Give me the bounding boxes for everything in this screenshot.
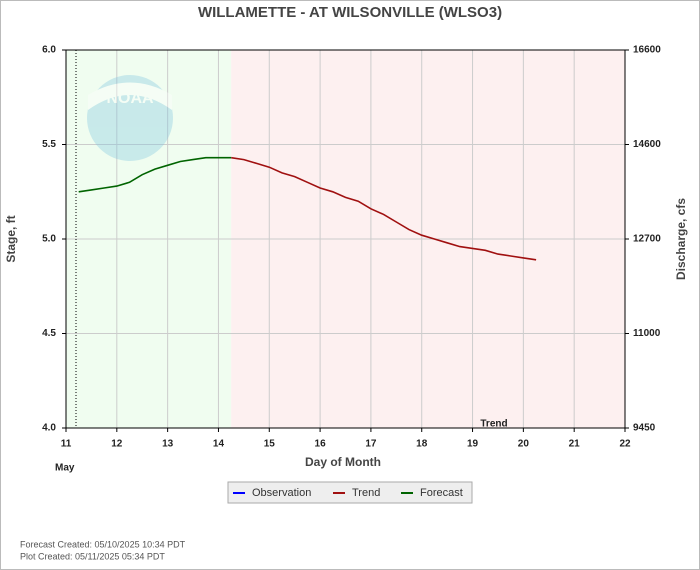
y-tick-label: 5.5 — [42, 139, 56, 150]
y-tick-label: 4.5 — [42, 328, 56, 339]
forecast-created: Forecast Created: 05/10/2025 10:34 PDT — [20, 539, 186, 549]
annotation: Trend — [480, 419, 507, 430]
y2-tick-label: 9450 — [633, 423, 656, 434]
legend-label: Forecast — [420, 487, 463, 499]
x-tick-label: 22 — [619, 439, 631, 450]
x-tick-label: 11 — [61, 439, 72, 450]
x-tick-label: 19 — [467, 439, 479, 450]
y2-axis-title: Discharge, cfs — [674, 198, 688, 280]
plot-border — [65, 49, 626, 429]
y-tick-label: 5.0 — [42, 234, 56, 245]
y2-tick-label: 16600 — [633, 45, 661, 56]
x-tick-label: 15 — [264, 439, 276, 450]
x-tick-label: 12 — [111, 439, 123, 450]
y2-tick-label: 11000 — [633, 328, 661, 339]
legend-label: Trend — [352, 487, 380, 499]
x-tick-label: 17 — [365, 439, 377, 450]
logo-circle — [87, 75, 173, 161]
x-axis-title: Day of Month — [305, 455, 381, 469]
legend: Observation Trend Forecast — [233, 487, 463, 499]
series-line — [78, 156, 232, 193]
y-axis-title: Stage, ft — [4, 215, 18, 262]
plot-created: Plot Created: 05/11/2025 05:34 PDT — [20, 551, 165, 561]
x-tick-label: 13 — [162, 439, 174, 450]
x-tick-label: 16 — [315, 439, 327, 450]
y-tick-label: 6.0 — [42, 45, 56, 56]
month-label: May — [55, 463, 75, 474]
chart-title: WILLAMETTE - AT WILSONVILLE (WLSO3) — [198, 4, 502, 21]
legend-box — [227, 481, 473, 504]
series-lines — [78, 156, 537, 261]
x-tick-label: 14 — [213, 439, 225, 450]
y2-tick-label: 14600 — [633, 139, 661, 150]
x-tick-label: 20 — [518, 439, 530, 450]
logo-text: NOAA — [106, 90, 154, 107]
x-tick-label: 21 — [569, 439, 581, 450]
x-tick-label: 18 — [416, 439, 428, 450]
y2-tick-label: 12700 — [633, 234, 661, 245]
logo-band — [88, 82, 172, 110]
logo: NOAA — [87, 75, 173, 161]
legend-label: Observation — [252, 487, 311, 499]
y-tick-label: 4.0 — [42, 423, 56, 434]
series-line — [231, 156, 537, 261]
